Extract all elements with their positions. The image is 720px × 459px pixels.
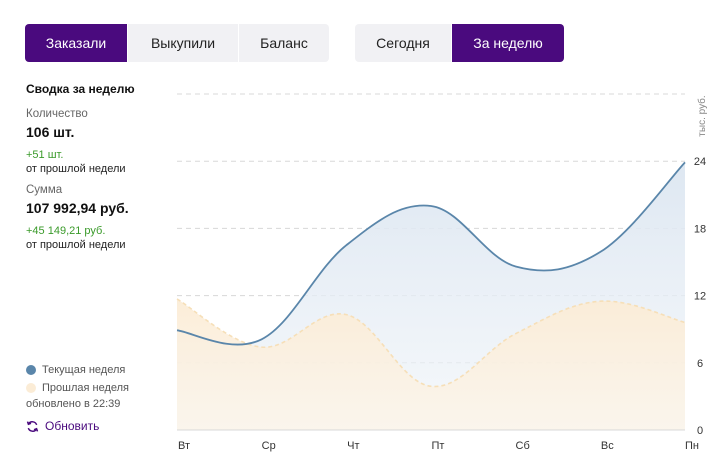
previous-week-area (177, 298, 685, 430)
y-axis-unit: тыс. руб. (696, 95, 708, 136)
summary-title: Сводка за неделю (26, 82, 135, 96)
x-tick-label: Пн (685, 440, 699, 452)
x-tick-label: Пт (432, 440, 445, 452)
previous-week-line (176, 298, 686, 388)
quantity-delta-sub: от прошлой недели (26, 163, 126, 175)
tab-week[interactable]: За неделю (452, 24, 564, 62)
legend-current: Текущая неделя (26, 362, 129, 378)
tab-bought-out[interactable]: Выкупили (128, 24, 239, 62)
y-tick-label: 24 (694, 156, 706, 168)
quantity-delta: +51 шт. (26, 149, 64, 161)
tab-ordered[interactable]: Заказали (25, 24, 128, 62)
sum-label: Сумма (26, 184, 63, 196)
quantity-label: Количество (26, 108, 88, 120)
y-tick-label: 18 (694, 223, 706, 235)
quantity-value: 106 шт. (26, 124, 75, 140)
period-tabs: Сегодня За неделю (355, 24, 564, 62)
sum-value: 107 992,94 руб. (26, 200, 129, 216)
metric-tabs: Заказали Выкупили Баланс (25, 24, 329, 62)
current-week-line (176, 161, 686, 346)
current-week-swatch (26, 365, 36, 375)
x-tick-label: Сб (516, 440, 530, 452)
x-tick-label: Чт (347, 440, 359, 452)
previous-week-swatch (26, 383, 36, 393)
y-tick-label: 12 (694, 291, 706, 303)
x-tick-label: Вс (601, 440, 614, 452)
refresh-button[interactable]: Обновить (26, 419, 99, 433)
weekly-summary: Сводка за неделю Количество 106 шт. +51 … (26, 82, 176, 260)
y-tick-label: 0 (697, 425, 703, 437)
refresh-label: Обновить (45, 419, 100, 433)
sum-delta-sub: от прошлой недели (26, 239, 126, 251)
updated-time: обновлено в 22:39 (26, 398, 121, 410)
x-tick-label: Вт (178, 440, 190, 452)
refresh-icon (26, 420, 39, 432)
tab-today[interactable]: Сегодня (355, 24, 452, 62)
x-tick-label: Ср (262, 440, 276, 452)
legend-previous-label: Прошлая неделя (42, 382, 130, 394)
chart-legend: Текущая неделя Прошлая неделя обновлено … (26, 362, 129, 414)
tab-balance[interactable]: Баланс (239, 24, 329, 62)
legend-previous: Прошлая неделя (26, 380, 129, 396)
y-tick-label: 6 (697, 358, 703, 370)
legend-current-label: Текущая неделя (42, 364, 126, 376)
sum-delta: +45 149,21 руб. (26, 225, 106, 237)
